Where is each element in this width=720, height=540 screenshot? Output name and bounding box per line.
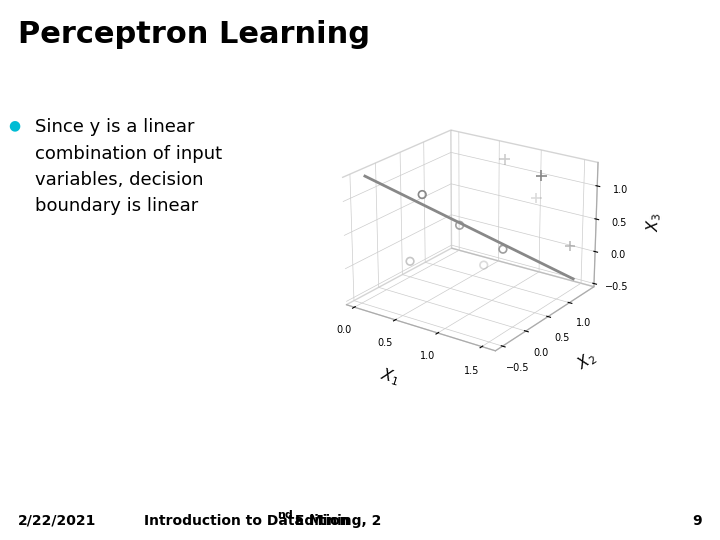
Text: 2/22/2021: 2/22/2021	[18, 514, 96, 528]
Text: Introduction to Data Mining, 2: Introduction to Data Mining, 2	[144, 514, 382, 528]
Text: Edition: Edition	[290, 514, 350, 528]
Text: Perceptron Learning: Perceptron Learning	[18, 19, 370, 49]
Text: ●: ●	[9, 118, 20, 132]
Text: nd: nd	[277, 510, 293, 519]
Y-axis label: $X_2$: $X_2$	[573, 348, 599, 374]
Text: 9: 9	[693, 514, 702, 528]
X-axis label: $X_1$: $X_1$	[378, 365, 402, 389]
Text: Since y is a linear
combination of input
variables, decision
boundary is linear: Since y is a linear combination of input…	[35, 118, 222, 215]
